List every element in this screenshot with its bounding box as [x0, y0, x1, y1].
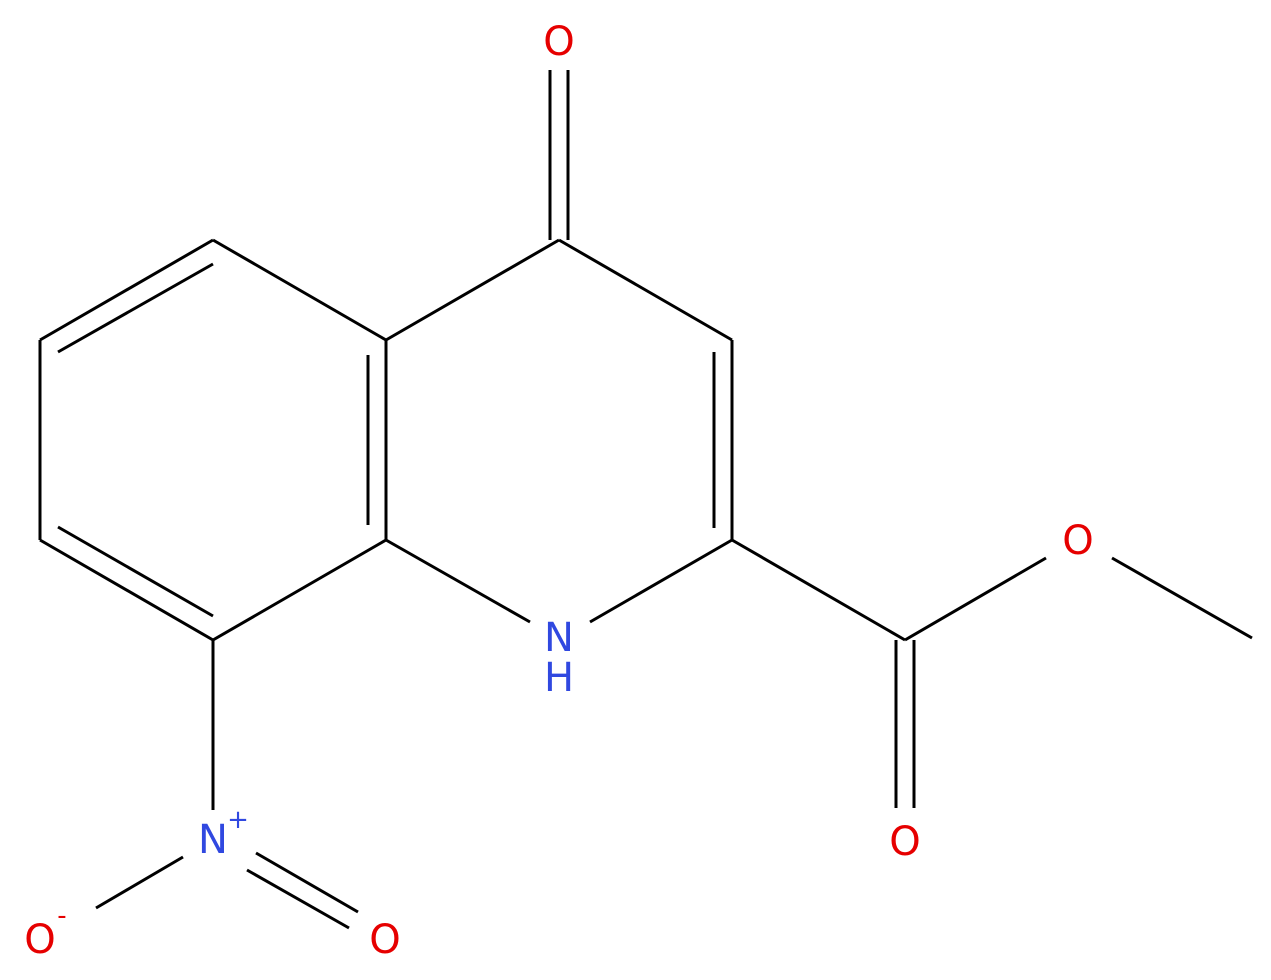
atom-label: O	[543, 19, 574, 65]
atom-label: O	[889, 819, 920, 865]
atom-charge: -	[57, 901, 66, 931]
atom-label: O	[369, 917, 400, 963]
atom-charge: +	[227, 805, 249, 835]
atom-label: O	[24, 917, 55, 963]
atom-label: O	[1062, 518, 1093, 564]
bonds	[38, 70, 1253, 930]
atom-hydrogen: H	[544, 655, 574, 701]
atom-label: N	[198, 817, 228, 863]
atom-label: N	[544, 615, 574, 661]
